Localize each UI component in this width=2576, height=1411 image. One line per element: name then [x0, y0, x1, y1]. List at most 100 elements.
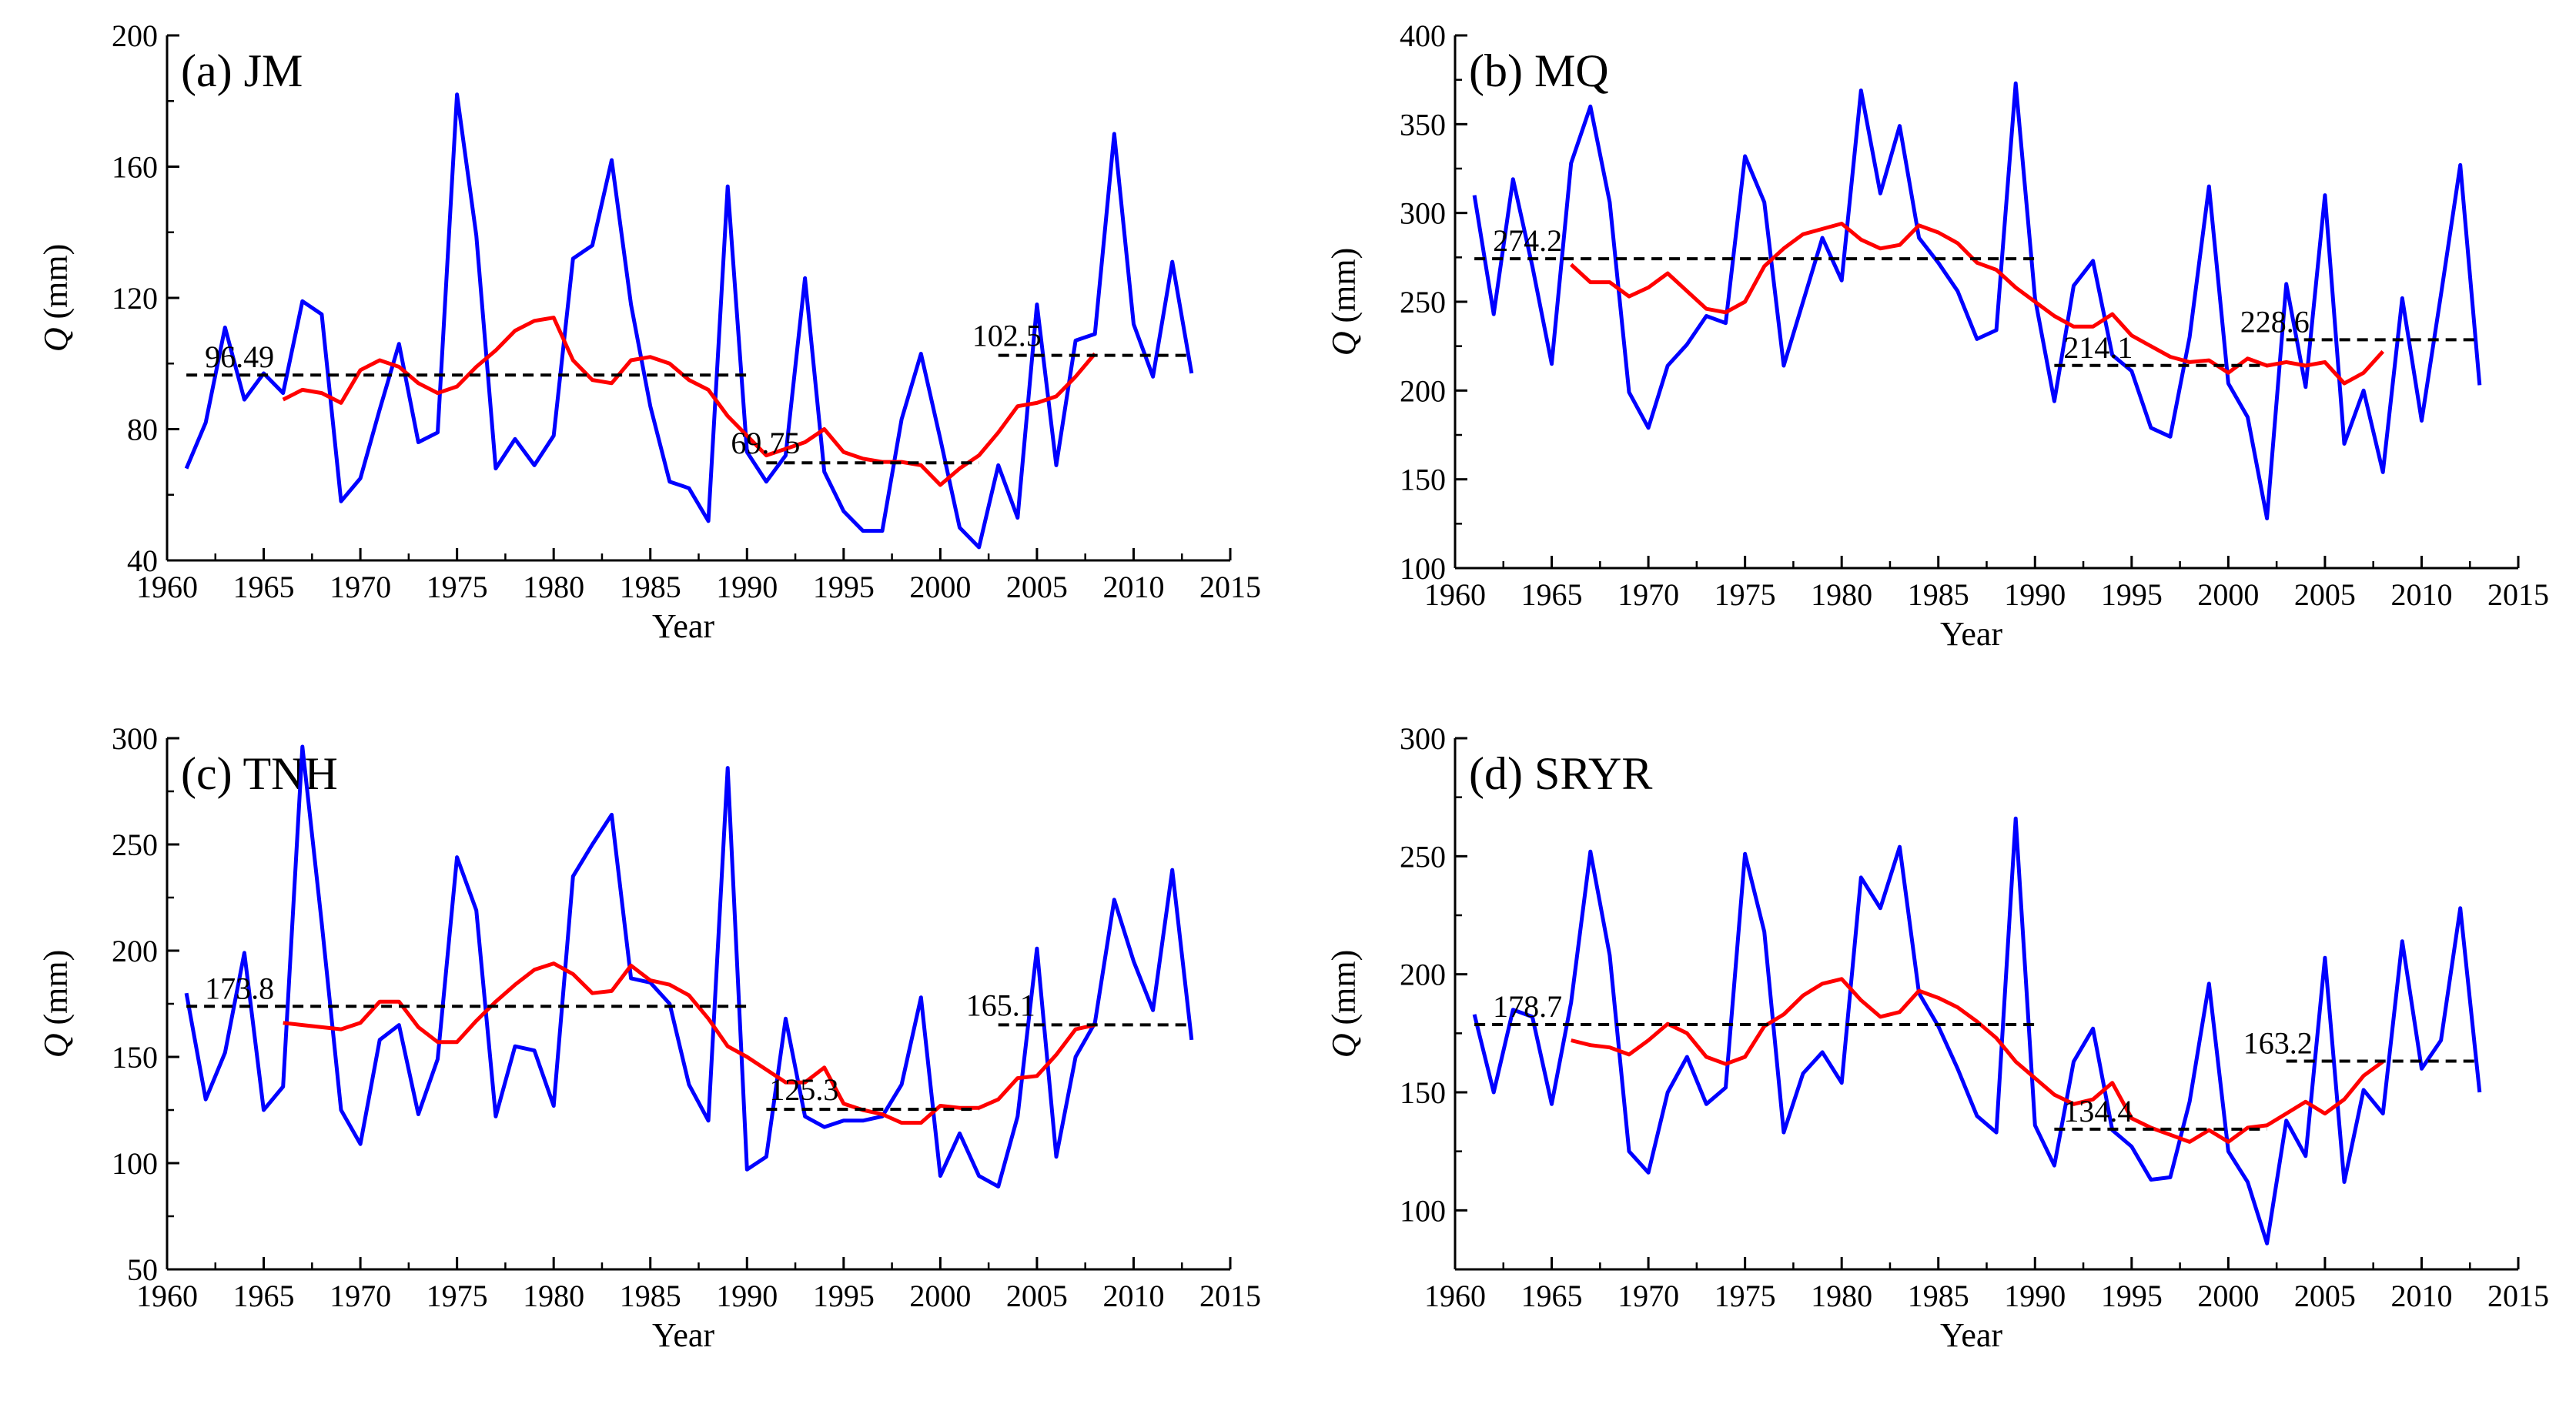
x-tick-label: 2000: [2197, 577, 2259, 612]
x-tick-label: 1980: [1811, 577, 1872, 612]
annual-runoff-line: [184, 92, 1194, 550]
x-tick-label: 2015: [2487, 577, 2549, 612]
chart-panel-4: 1960 1965 1970 1975 1980 1985 1990 1995 2000 2005…: [1325, 721, 2549, 1354]
x-axis-title: Year: [1940, 615, 2002, 653]
y-axis-variable: Q: [1325, 1033, 1363, 1058]
x-tick-label: 1960: [136, 570, 198, 604]
y-tick-label: 200: [1400, 373, 1446, 408]
y-axis-title: Q (mm): [1325, 248, 1363, 356]
x-tick-label: 1975: [427, 1279, 488, 1313]
x-tick-label: 1965: [233, 1279, 295, 1313]
moving-average-line: [283, 961, 1096, 1125]
x-tick-label: 2005: [2294, 1279, 2356, 1313]
y-tick-label: 160: [112, 150, 158, 185]
y-tick-label: 150: [1400, 1075, 1446, 1110]
moving-average-line: [1571, 977, 2384, 1144]
x-tick-label: 2005: [1006, 1279, 1068, 1313]
y-tick-label: 100: [112, 1146, 158, 1181]
x-tick-label: 1990: [2004, 577, 2066, 612]
moving-average-line: [282, 316, 1097, 487]
y-axis-title: Q (mm): [1325, 950, 1363, 1058]
panel-label: (d) SRYR: [1469, 748, 1652, 799]
y-axis-variable: Q: [1325, 331, 1363, 356]
x-tick-label: 1995: [2101, 577, 2163, 612]
x-tick-label: 1965: [1521, 1279, 1583, 1313]
y-tick-label: 250: [1400, 839, 1446, 874]
y-tick-label: 400: [1400, 18, 1446, 53]
x-tick-label: 1965: [1521, 577, 1583, 612]
y-tick-label: 100: [1400, 551, 1446, 586]
x-tick-label: 1980: [1811, 1279, 1872, 1313]
x-tick-label: 2000: [2197, 1279, 2259, 1313]
x-tick-label: 1980: [523, 570, 584, 604]
x-tick-label: 1990: [716, 570, 778, 604]
x-axis-title: Year: [652, 607, 714, 645]
x-tick-label: 2005: [1006, 570, 1068, 604]
chart-panel-1: 1960 1965 1970 1975 1980 1985 1990 1995 2000 2005…: [37, 18, 1261, 645]
x-tick-label: 2010: [2390, 577, 2452, 612]
y-tick-label: 350: [1400, 107, 1446, 142]
x-tick-label: 1995: [813, 570, 875, 604]
mean-label: 163.2: [2243, 1026, 2313, 1061]
y-tick-label: 200: [112, 18, 158, 53]
panel-label: (b) MQ: [1469, 45, 1609, 96]
annual-runoff-line: [184, 744, 1194, 1189]
x-tick-label: 1980: [523, 1279, 584, 1313]
y-axis-unit: (mm): [1325, 248, 1363, 332]
x-tick-label: 2010: [1102, 1279, 1164, 1313]
x-tick-label: 1970: [330, 570, 391, 604]
annual-runoff-line: [1472, 81, 2482, 520]
x-tick-label: 1960: [1424, 577, 1486, 612]
y-tick-label: 300: [112, 721, 158, 756]
x-tick-label: 1985: [1908, 577, 1969, 612]
x-tick-label: 2010: [2390, 1279, 2452, 1313]
y-tick-label: 120: [112, 281, 158, 316]
annual-runoff-line: [1472, 816, 2482, 1245]
x-tick-label: 2005: [2294, 577, 2356, 612]
y-axis-unit: (mm): [37, 244, 75, 328]
y-tick-label: 40: [127, 543, 158, 578]
x-tick-label: 2000: [909, 1279, 971, 1313]
x-tick-label: 1985: [620, 570, 681, 604]
y-axis-title: Q (mm): [37, 950, 75, 1058]
x-tick-label: 1975: [1715, 1279, 1776, 1313]
mean-label: 178.7: [1493, 989, 1562, 1024]
chart-panel-3: 1960 1965 1970 1975 1980 1985 1990 1995 2000 2005…: [37, 721, 1261, 1354]
y-tick-label: 200: [112, 934, 158, 968]
x-tick-label: 1960: [1424, 1279, 1486, 1313]
panel-label: (c) TNH: [181, 748, 338, 799]
x-tick-label: 1985: [620, 1279, 681, 1313]
mean-label: 96.49: [205, 339, 274, 374]
panel-label: (a) JM: [181, 45, 303, 96]
chart-panel-2: 1960 1965 1970 1975 1980 1985 1990 1995 2000 2005…: [1325, 18, 2549, 653]
mean-label: 165.1: [966, 988, 1035, 1022]
y-tick-label: 150: [112, 1040, 158, 1075]
x-tick-label: 1960: [136, 1279, 198, 1313]
y-axis-unit: (mm): [37, 950, 75, 1034]
mean-label: 214.1: [2063, 330, 2133, 365]
x-tick-label: 1975: [427, 570, 488, 604]
y-tick-label: 150: [1400, 463, 1446, 497]
x-tick-label: 2015: [1199, 1279, 1261, 1313]
y-axis-title: Q (mm): [37, 244, 75, 353]
y-tick-label: 200: [1400, 958, 1446, 992]
y-tick-label: 300: [1400, 196, 1446, 231]
x-axis-title: Year: [1940, 1316, 2002, 1354]
x-tick-label: 1990: [2004, 1279, 2066, 1313]
y-tick-label: 50: [127, 1252, 158, 1287]
x-tick-label: 1970: [1618, 1279, 1679, 1313]
y-axis-variable: Q: [37, 1033, 75, 1058]
y-axis-variable: Q: [37, 327, 75, 352]
x-tick-label: 1965: [233, 570, 295, 604]
mean-label: 134.4: [2063, 1094, 2133, 1128]
x-tick-label: 2015: [2487, 1279, 2549, 1313]
x-tick-label: 2010: [1102, 570, 1164, 604]
moving-average-line: [1570, 222, 2385, 386]
mean-label: 69.75: [731, 426, 800, 460]
y-tick-label: 250: [1400, 285, 1446, 319]
x-tick-label: 1990: [716, 1279, 778, 1313]
mean-label: 173.8: [205, 971, 274, 1005]
y-tick-label: 250: [112, 828, 158, 862]
mean-label: 274.2: [1493, 223, 1562, 258]
